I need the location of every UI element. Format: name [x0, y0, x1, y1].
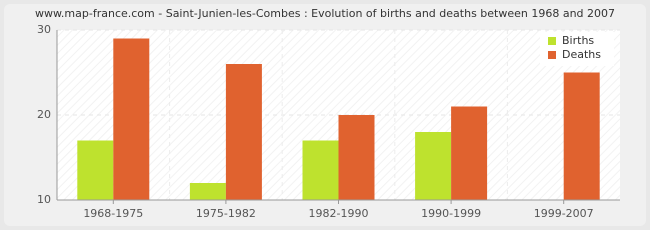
chart-title: www.map-france.com - Saint-Junien-les-Co…	[35, 7, 615, 20]
y-tick-label: 10	[37, 193, 51, 206]
bar	[563, 72, 600, 200]
x-tick-label: 1999-2007	[534, 207, 594, 220]
legend-swatch	[548, 51, 556, 59]
x-tick-label: 1990-1999	[421, 207, 481, 220]
bar	[225, 64, 262, 200]
bar	[77, 140, 114, 200]
bar	[113, 38, 150, 200]
x-tick-label: 1975-1982	[196, 207, 256, 220]
legend-label: Deaths	[562, 48, 601, 61]
legend-label: Births	[562, 34, 594, 47]
legend-swatch	[548, 37, 556, 45]
y-tick-label: 30	[37, 23, 51, 36]
bar	[189, 183, 226, 200]
x-tick-label: 1968-1975	[83, 207, 143, 220]
x-tick-label: 1982-1990	[309, 207, 369, 220]
chart: www.map-france.com - Saint-Junien-les-Co…	[0, 0, 650, 230]
bar	[338, 115, 375, 200]
bar	[451, 106, 488, 200]
bar	[302, 140, 339, 200]
bar	[415, 132, 452, 200]
y-tick-label: 20	[37, 108, 51, 121]
